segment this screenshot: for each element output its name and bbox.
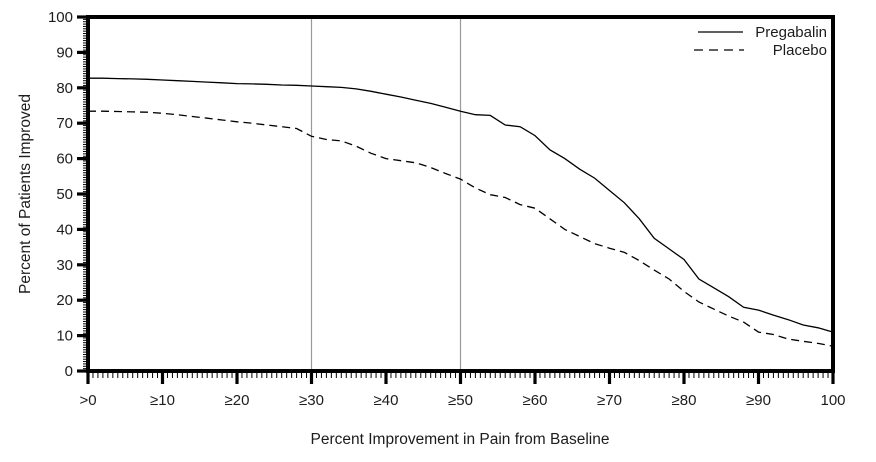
legend: Pregabalin Placebo: [694, 24, 827, 59]
x-axis-title: Percent Improvement in Pain from Baselin…: [311, 431, 610, 448]
x-tick-label: ≥80: [672, 392, 697, 409]
y-tick-label: 100: [48, 9, 73, 26]
x-tick-label: ≥40: [374, 392, 399, 409]
x-tick-label: 100: [820, 392, 845, 409]
axis-layer: >0 ≥10 ≥20 ≥30 ≥40 ≥50 ≥60 ≥70 ≥80 ≥90 100 0 10 20 30 4…: [48, 9, 846, 409]
y-tick-label: 50: [56, 186, 73, 203]
y-tick-label: 20: [56, 292, 73, 309]
y-tick-label: 60: [56, 151, 73, 168]
y-tick-label: 70: [56, 115, 73, 132]
legend-label-pregabalin: Pregabalin: [755, 24, 827, 41]
legend-label-placebo: Placebo: [773, 42, 827, 59]
x-tick-label: ≥10: [150, 392, 175, 409]
y-tick-label: 0: [65, 363, 73, 380]
x-tick-label: ≥50: [448, 392, 473, 409]
plot-frame: [86, 15, 835, 373]
curve-layer: [88, 77, 834, 347]
y-tick-label: 10: [56, 328, 73, 345]
placebo-curve: [88, 110, 834, 347]
x-tick-label: >0: [79, 392, 96, 409]
x-tick-label: ≥20: [225, 392, 250, 409]
x-tick-label: ≥70: [597, 392, 622, 409]
y-tick-label: 30: [56, 257, 73, 274]
y-axis-title: Percent of Patients Improved: [17, 94, 34, 294]
gridline-layer: [310, 19, 462, 369]
x-tick-label: ≥90: [746, 392, 771, 409]
pregabalin-curve: [88, 77, 834, 333]
y-tick-label: 80: [56, 80, 73, 97]
y-tick-label: 90: [56, 44, 73, 61]
y-tick-label: 40: [56, 221, 73, 238]
x-tick-label: ≥60: [523, 392, 548, 409]
x-tick-label: ≥30: [299, 392, 324, 409]
